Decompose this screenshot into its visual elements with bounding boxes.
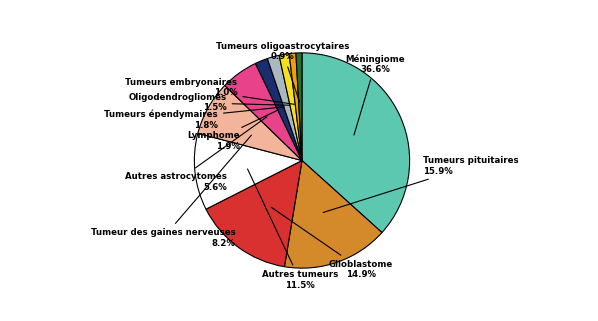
Text: Glioblastome
14.9%: Glioblastome 14.9% — [271, 207, 393, 279]
Text: Autres astrocytomes
5.6%: Autres astrocytomes 5.6% — [125, 117, 267, 192]
Wedge shape — [255, 58, 302, 160]
Wedge shape — [289, 53, 302, 160]
Text: Autres tumeurs
11.5%: Autres tumeurs 11.5% — [248, 169, 338, 290]
Wedge shape — [279, 54, 302, 160]
Wedge shape — [225, 64, 302, 160]
Wedge shape — [198, 85, 302, 160]
Wedge shape — [194, 133, 302, 209]
Wedge shape — [267, 55, 302, 160]
Text: Tumeurs embryonaires
1.0%: Tumeurs embryonaires 1.0% — [126, 78, 294, 104]
Text: Lymphome
1.9%: Lymphome 1.9% — [187, 110, 278, 151]
Wedge shape — [296, 53, 302, 160]
Wedge shape — [206, 160, 302, 267]
Text: Tumeurs oligoastrocytaires
0.9%: Tumeurs oligoastrocytaires 0.9% — [216, 42, 349, 102]
Wedge shape — [302, 53, 410, 232]
Text: Méningiome
36.6%: Méningiome 36.6% — [346, 55, 405, 135]
Text: Tumeur des gaines nerveuses
8.2%: Tumeur des gaines nerveuses 8.2% — [90, 135, 251, 248]
Text: Tumeurs pituitaires
15.9%: Tumeurs pituitaires 15.9% — [323, 156, 518, 213]
Wedge shape — [285, 160, 382, 268]
Text: Oligodendrogliomes
1.5%: Oligodendrogliomes 1.5% — [129, 93, 290, 112]
Text: Tumeurs épendymaires
1.8%: Tumeurs épendymaires 1.8% — [105, 107, 284, 130]
